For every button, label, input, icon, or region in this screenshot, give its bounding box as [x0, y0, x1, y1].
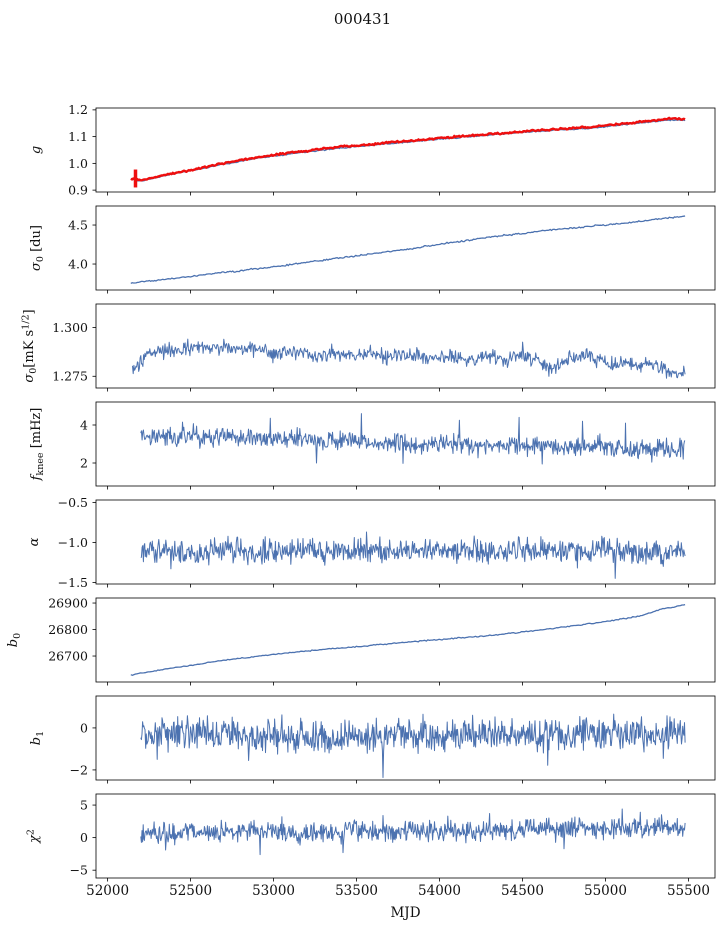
y-axis-label: σ0[mK s1/2]: [21, 309, 40, 382]
y-axis-label: α: [27, 537, 42, 546]
panel-b0: 26700 26800 26900 b0: [6, 595, 716, 686]
y-tick-label: −5: [70, 863, 88, 878]
y-axis-label: g: [29, 146, 44, 154]
x-tick-label: 55500: [667, 883, 710, 899]
y-tick-label: 0: [80, 720, 88, 735]
x-tick-label: 54500: [501, 883, 544, 899]
panel-alpha: −1.5 −1.0 −0.5 α: [27, 495, 716, 590]
y-axis-label: b1: [29, 731, 46, 745]
y-tick-label: 1.275: [52, 369, 88, 384]
y-tick-label: 26700: [48, 648, 88, 663]
panel-b1: −2 0 b1: [29, 695, 716, 784]
series-alpha: [140, 531, 686, 579]
x-axis-label: MJD: [390, 905, 421, 921]
axes-frame: [95, 695, 716, 781]
y-tick-label: 1.1: [68, 129, 88, 144]
y-axis-label: σ0 [du]: [29, 225, 46, 271]
y-tick-label: 1.0: [68, 156, 88, 171]
y-axis-label: χ2: [26, 829, 43, 844]
series-b0: [130, 603, 686, 676]
axes-frame: [95, 107, 716, 193]
y-tick-label: 4.0: [68, 256, 88, 271]
panel-fknee: 2 4 fknee [mHz]: [29, 401, 716, 490]
axes-frame: [95, 793, 716, 879]
series-sigma0-du: [130, 215, 686, 284]
y-tick-label: 2: [80, 455, 88, 470]
axes-frame: [95, 401, 716, 487]
y-tick-label: 1.2: [68, 102, 88, 117]
y-tick-label: −2: [70, 762, 88, 777]
panel-g: 0.9 1.0 1.1 1.2 g: [29, 102, 716, 198]
y-tick-label: −0.5: [58, 495, 88, 510]
y-axis-label: b0: [6, 633, 23, 647]
y-tick-label: 26900: [48, 595, 88, 610]
y-axis-label: fknee [mHz]: [29, 408, 46, 482]
series-fknee: [140, 413, 686, 465]
y-tick-label: 0.9: [68, 183, 88, 198]
y-tick-label: −1.0: [58, 535, 88, 550]
x-tick-label: 54000: [418, 883, 461, 899]
y-tick-label: −1.5: [58, 575, 88, 590]
figure-title: 000431: [333, 10, 392, 28]
y-tick-label: 5: [80, 797, 88, 812]
x-tick-label: 53000: [252, 883, 295, 899]
panel-sigma0-du: 4.0 4.5 σ0 [du]: [29, 205, 716, 294]
panel-sigma0-mks: 1.275 1.300 σ0[mK s1/2]: [21, 303, 716, 392]
panel-chi2: 52000 52500 53000 53500 54000 54500 55000 55500…: [26, 793, 716, 899]
axes-frame: [95, 303, 716, 389]
y-tick-label: 1.300: [52, 320, 88, 335]
y-tick-label: 4.5: [68, 217, 88, 232]
y-tick-label: 26800: [48, 622, 88, 637]
y-tick-label: 0: [80, 830, 88, 845]
axes-frame: [95, 205, 716, 291]
series-chi2: [140, 808, 686, 856]
series-sigma0-mks: [132, 338, 686, 379]
y-tick-label: 4: [80, 417, 88, 432]
series-g-raw: [130, 116, 686, 182]
x-tick-label: 53500: [335, 883, 378, 899]
axes-frame: [95, 499, 716, 585]
series-b1: [140, 713, 686, 778]
x-tick-label: 52500: [169, 883, 212, 899]
axes-frame: [95, 597, 716, 683]
x-tick-label: 52000: [86, 883, 129, 899]
x-tick-label: 55000: [584, 883, 627, 899]
series-g-smoothed: [130, 119, 686, 182]
